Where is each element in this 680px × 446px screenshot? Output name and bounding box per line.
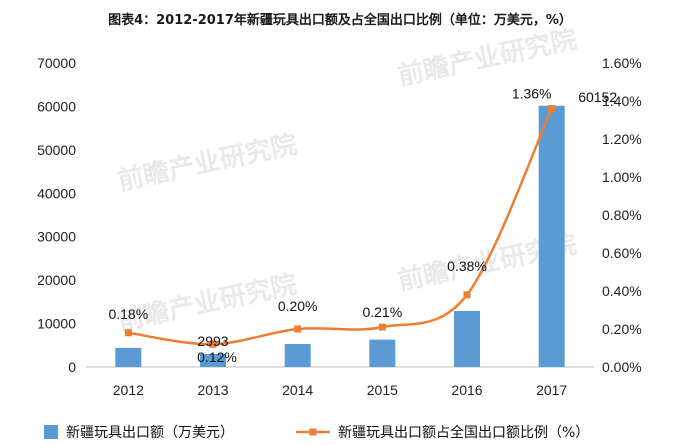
bar-series	[115, 105, 565, 367]
chart-title: 图表4：2012-2017年新疆玩具出口额及占全国出口比例（单位：万美元，%）	[108, 12, 572, 28]
chart-legend: 新疆玩具出口额（万美元） 新疆玩具出口额占全国出口额比例（%）	[44, 424, 589, 441]
y-right-tick-label: 1.60%	[602, 55, 642, 71]
line-data-label: 0.20%	[278, 298, 318, 314]
line-point-2014	[294, 325, 302, 333]
legend-line-label: 新疆玩具出口额占全国出口额比例（%）	[338, 424, 589, 441]
bar-2014	[284, 343, 311, 367]
x-tick-label: 2014	[282, 382, 313, 398]
x-tick-label: 2016	[451, 382, 482, 398]
bar-2017	[538, 105, 565, 367]
y-right-tick-label: 0.40%	[602, 283, 642, 299]
y-left-tick-label: 40000	[37, 185, 76, 201]
bar-2013	[200, 354, 226, 367]
bar-2015	[369, 339, 396, 367]
line-data-label: 0.18%	[108, 306, 148, 322]
line-point-2016	[463, 291, 471, 299]
y-right-tick-label: 0.60%	[602, 245, 642, 261]
line-data-label: 0.38%	[447, 258, 487, 274]
line-data-label: 0.21%	[362, 304, 402, 320]
y-left-tick-label: 50000	[37, 142, 76, 158]
y-left-tick-label: 70000	[37, 55, 76, 71]
y-right-tick-label: 1.40%	[602, 93, 642, 109]
line-series	[124, 105, 556, 348]
y-left-tick-label: 10000	[37, 316, 76, 332]
watermark-1: 前瞻产业研究院	[395, 24, 579, 92]
watermark-3: 前瞻产业研究院	[115, 269, 299, 337]
y-left-tick-label: 60000	[37, 98, 76, 114]
y-right-tick-label: 0.00%	[602, 359, 642, 375]
data-labels: 0.18% 0.12% 0.20% 0.21% 0.38% 1.36% 2993 60152	[108, 86, 617, 366]
y-left-tick-label: 0	[68, 359, 76, 375]
legend-bar-swatch	[44, 425, 58, 439]
line-point-2017	[548, 105, 556, 113]
bar-data-label: 2993	[197, 333, 228, 349]
bar-2016	[454, 310, 480, 367]
y-right-tick-label: 0.80%	[602, 207, 642, 223]
line-data-label: 1.36%	[512, 86, 552, 102]
bar-2012	[115, 347, 142, 367]
bar-data-label: 60152	[578, 89, 617, 105]
x-tick-label: 2017	[536, 382, 567, 398]
y-right-tick-label: 1.20%	[602, 131, 642, 147]
watermark-0: 前瞻产业研究院	[115, 129, 299, 197]
legend-bar-label: 新疆玩具出口额（万美元）	[66, 425, 234, 441]
y-left-tick-label: 20000	[37, 272, 76, 288]
x-tick-label: 2015	[367, 382, 398, 398]
line-point-2012	[124, 329, 132, 337]
x-tick-label: 2013	[197, 382, 228, 398]
legend-line-marker	[309, 428, 317, 436]
line-point-2013	[209, 340, 217, 348]
line-point-2015	[378, 323, 386, 331]
x-tick-label: 2012	[113, 382, 144, 398]
y-right-tick-label: 0.20%	[602, 321, 642, 337]
chart-axes: 0 10000 20000 30000 40000 50000 60000 70000 0.00…	[37, 55, 642, 398]
line-data-label: 0.12%	[197, 349, 237, 365]
y-left-tick-label: 30000	[37, 229, 76, 245]
y-right-tick-label: 1.00%	[602, 169, 642, 185]
